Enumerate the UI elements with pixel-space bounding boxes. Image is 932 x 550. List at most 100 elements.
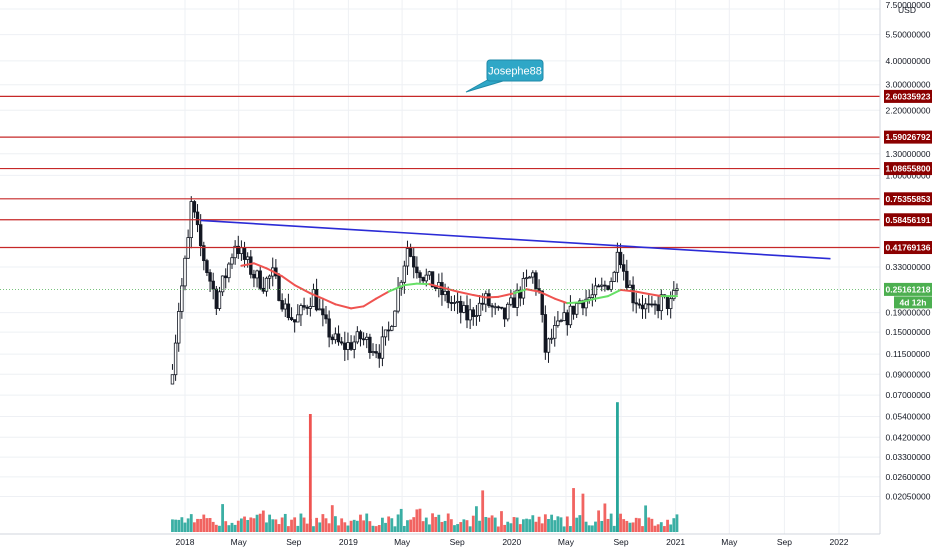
level-tag-box bbox=[884, 162, 932, 176]
volume-bar bbox=[224, 521, 228, 532]
current-price-value: 0.25161218 bbox=[886, 284, 931, 294]
volume-bar bbox=[261, 510, 265, 532]
trendline[interactable] bbox=[200, 219, 831, 260]
volume-bar bbox=[330, 505, 334, 532]
volume-bar bbox=[308, 414, 312, 532]
level-tag-box bbox=[884, 130, 932, 144]
candle-body bbox=[609, 281, 613, 291]
candle-body bbox=[631, 284, 635, 304]
candle-body bbox=[449, 302, 454, 304]
candle-body bbox=[343, 342, 347, 350]
volume-bar bbox=[506, 521, 510, 532]
candle-body bbox=[377, 352, 381, 359]
level-tags: 2.60335923 1.59026792 1.08655800 0.75355853… bbox=[884, 89, 932, 255]
candle-body bbox=[192, 201, 197, 213]
volume-bar bbox=[315, 517, 319, 532]
volume-bar bbox=[581, 493, 585, 532]
volume-bar bbox=[622, 519, 626, 532]
grid-lines bbox=[0, 0, 880, 534]
moving-average-segment bbox=[594, 295, 610, 300]
volume-bar bbox=[672, 518, 676, 532]
volume-bar bbox=[387, 516, 391, 532]
candle-body bbox=[556, 320, 560, 326]
volume-bar bbox=[659, 522, 663, 532]
volume-bar bbox=[258, 513, 262, 532]
candle-body bbox=[330, 336, 334, 341]
candle-body bbox=[217, 291, 222, 309]
volume-bar bbox=[293, 517, 297, 532]
volume-bar bbox=[606, 518, 610, 532]
level-tag-value: 0.41769136 bbox=[886, 243, 931, 253]
volume-bar bbox=[321, 514, 325, 532]
price-tick-label: 5.50000000 bbox=[886, 30, 931, 40]
moving-average-segment bbox=[444, 287, 459, 293]
time-label: Sep bbox=[286, 537, 301, 547]
candle-body bbox=[195, 211, 200, 226]
volume-bar bbox=[390, 518, 394, 532]
volume-bar bbox=[628, 522, 632, 532]
candle-body bbox=[468, 309, 472, 321]
candle-body bbox=[509, 297, 513, 305]
price-tick-label: 7.50000000 bbox=[886, 0, 931, 10]
volume-bar bbox=[534, 521, 538, 532]
candle-body bbox=[418, 272, 422, 278]
volume-bar bbox=[255, 514, 259, 532]
time-label: May bbox=[558, 537, 575, 547]
moving-average-segment bbox=[350, 305, 365, 310]
price-tick-label: 4.00000000 bbox=[886, 56, 931, 66]
volume-bar bbox=[553, 520, 557, 532]
volume-bar bbox=[653, 525, 657, 532]
candle-body bbox=[659, 294, 663, 312]
candle-body bbox=[477, 302, 482, 316]
candle-body bbox=[668, 298, 673, 309]
volume-bar bbox=[343, 522, 347, 532]
moving-average bbox=[240, 262, 678, 310]
level-tag-value: 0.58456191 bbox=[886, 215, 931, 225]
volume-bar bbox=[246, 520, 250, 532]
candle-body bbox=[625, 270, 629, 288]
time-label: Sep bbox=[613, 537, 628, 547]
price-axis[interactable]: USD 7.50000000 5.50000000 4.00000000 3.0000… bbox=[879, 0, 932, 534]
candle-body bbox=[292, 319, 297, 323]
time-axis[interactable]: 2018 May Sep 2019 May Sep 2020 May Sep 2021 May Sep… bbox=[0, 533, 880, 547]
price-tick-label: 0.09000000 bbox=[886, 369, 931, 379]
candle-body bbox=[380, 336, 385, 359]
annotation-bubble[interactable]: Josephe88 bbox=[465, 59, 544, 93]
candle-body bbox=[512, 297, 516, 308]
price-tick-label: 1.30000000 bbox=[886, 149, 931, 159]
volume-bar bbox=[468, 526, 472, 532]
current-price-tag: 0.25161218 4d 12h bbox=[884, 282, 932, 309]
volume-bar bbox=[478, 520, 481, 532]
candle-body bbox=[443, 290, 447, 296]
time-label: 2018 bbox=[176, 537, 195, 547]
candle-body bbox=[346, 342, 350, 350]
candle-body bbox=[612, 271, 616, 282]
volume-bar bbox=[183, 522, 187, 532]
candle-body bbox=[412, 256, 416, 268]
volume-bar bbox=[578, 515, 582, 532]
volume-bar bbox=[612, 525, 616, 532]
volume-bar bbox=[381, 517, 384, 532]
volume-bar bbox=[346, 525, 350, 532]
candle-body bbox=[324, 314, 328, 320]
time-label: 2021 bbox=[666, 537, 685, 547]
volume-bar bbox=[625, 520, 629, 532]
price-tick-label: 0.04200000 bbox=[886, 432, 931, 442]
volume-bar bbox=[475, 506, 478, 532]
volume-bar bbox=[471, 515, 475, 532]
volume-bar bbox=[434, 516, 438, 532]
volume-bar bbox=[271, 519, 275, 532]
volume-bar bbox=[663, 526, 666, 532]
volume-bar bbox=[493, 517, 497, 532]
time-label: 2020 bbox=[502, 537, 521, 547]
horizontal-levels[interactable] bbox=[0, 95, 880, 249]
candle-body bbox=[433, 286, 438, 289]
volume-bar bbox=[186, 518, 190, 532]
level-tag-value: 1.59026792 bbox=[886, 132, 931, 142]
moving-average-segment bbox=[293, 284, 312, 295]
volume-bar bbox=[193, 522, 196, 532]
volume-bar bbox=[512, 517, 516, 532]
candlesticks bbox=[170, 196, 679, 385]
candle-body bbox=[621, 264, 626, 272]
